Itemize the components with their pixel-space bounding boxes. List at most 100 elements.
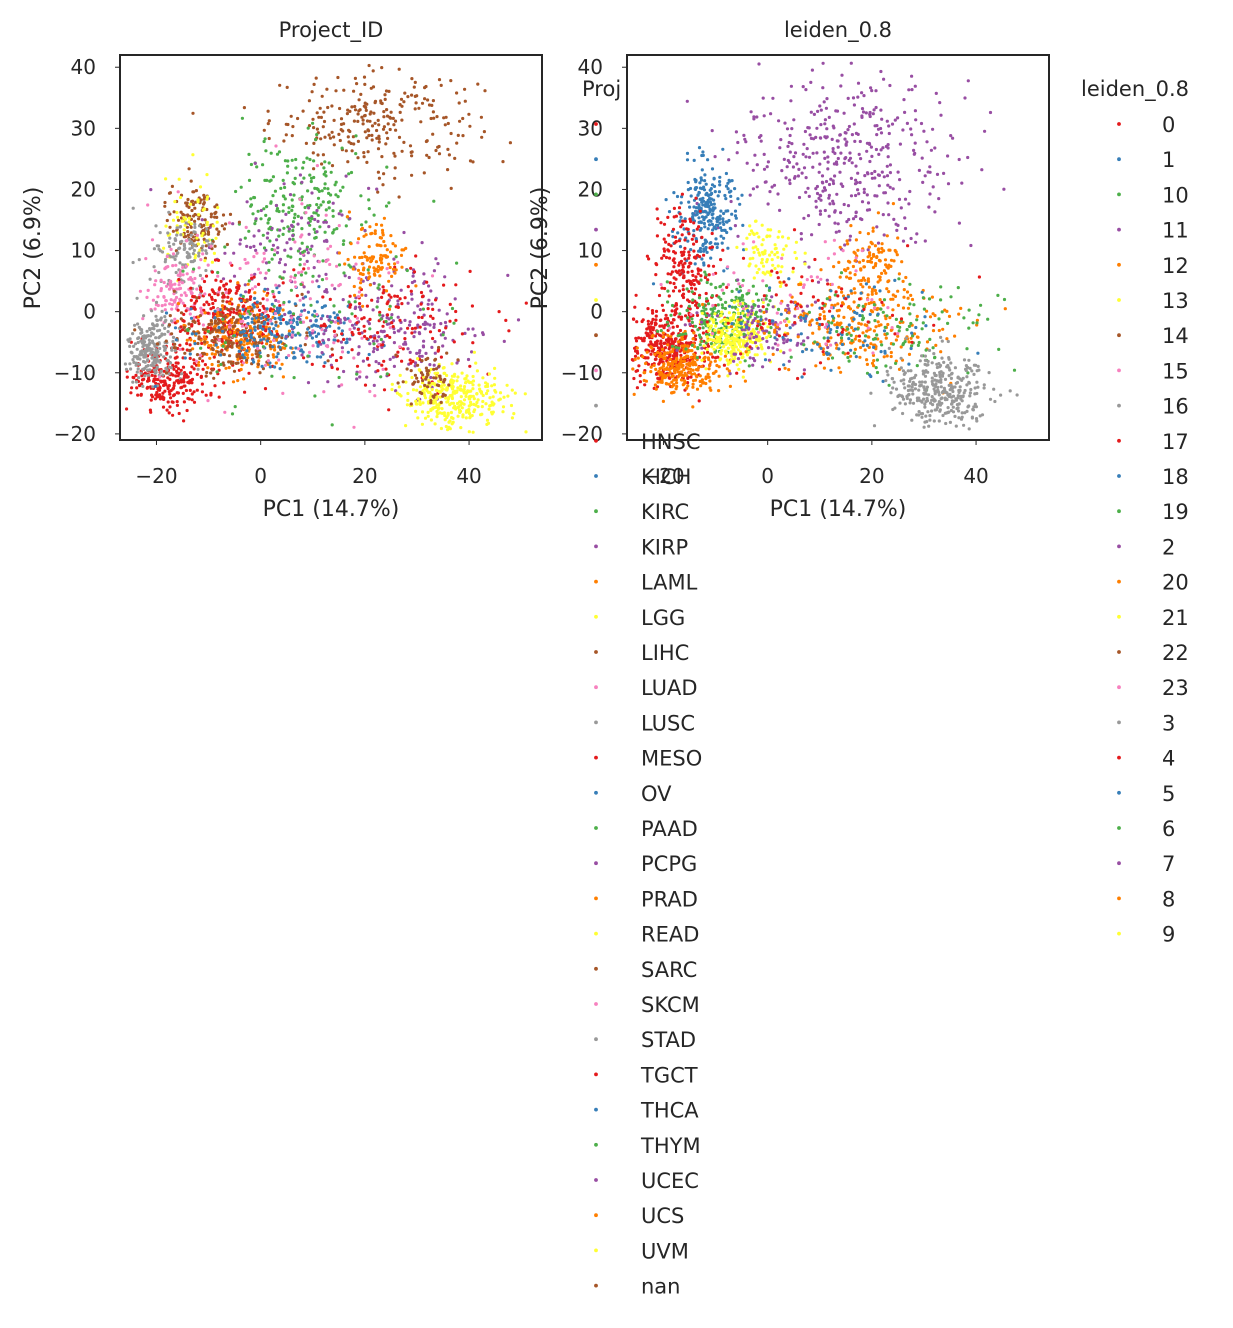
scatter-point xyxy=(399,288,403,292)
scatter-point xyxy=(465,374,469,378)
scatter-point xyxy=(777,230,781,234)
scatter-point xyxy=(655,263,659,267)
scatter-point xyxy=(231,222,235,226)
scatter-point xyxy=(848,260,852,264)
scatter-point xyxy=(351,267,355,271)
scatter-point xyxy=(387,279,391,283)
scatter-point xyxy=(384,142,388,146)
scatter-point xyxy=(291,330,295,334)
scatter-point xyxy=(694,237,698,241)
scatter-point xyxy=(667,294,671,298)
scatter-point xyxy=(177,177,181,181)
scatter-point xyxy=(649,370,653,374)
scatter-point xyxy=(708,379,712,383)
scatter-point xyxy=(281,209,285,213)
scatter-point xyxy=(493,366,497,370)
scatter-point xyxy=(142,314,146,318)
scatter-point xyxy=(363,329,367,333)
scatter-point xyxy=(809,136,814,140)
scatter-point xyxy=(672,206,677,210)
scatter-point xyxy=(399,327,403,331)
scatter-point xyxy=(726,209,730,213)
scatter-point xyxy=(367,363,371,367)
scatter-point xyxy=(666,215,670,219)
scatter-point xyxy=(315,279,319,283)
scatter-point xyxy=(643,383,647,387)
scatter-point xyxy=(241,307,245,312)
scatter-point xyxy=(957,157,961,162)
scatter-point xyxy=(667,249,671,253)
scatter-point xyxy=(192,267,196,271)
scatter-point xyxy=(751,231,755,235)
scatter-point xyxy=(182,235,186,239)
scatter-point xyxy=(216,274,220,278)
scatter-point xyxy=(213,321,217,325)
scatter-point xyxy=(196,319,200,323)
scatter-point xyxy=(755,115,759,119)
scatter-point xyxy=(377,243,381,247)
scatter-point xyxy=(308,297,312,301)
scatter-point xyxy=(252,360,256,364)
scatter-point xyxy=(744,247,748,251)
scatter-point xyxy=(210,322,214,326)
scatter-point xyxy=(358,256,362,260)
scatter-point xyxy=(216,350,220,354)
scatter-point xyxy=(828,202,832,206)
scatter-point xyxy=(238,238,243,242)
scatter-point xyxy=(354,152,358,156)
scatter-point xyxy=(311,344,315,348)
scatter-point xyxy=(444,326,448,330)
scatter-point xyxy=(382,288,386,292)
scatter-point xyxy=(154,314,158,318)
scatter-point xyxy=(769,112,773,116)
scatter-point xyxy=(361,359,365,363)
scatter-point xyxy=(154,381,158,385)
scatter-point xyxy=(339,117,344,121)
scatter-point xyxy=(193,225,197,229)
scatter-point xyxy=(266,359,270,363)
scatter-point xyxy=(268,239,272,243)
scatter-point xyxy=(280,362,284,366)
scatter-point xyxy=(192,400,197,404)
scatter-point xyxy=(453,297,457,301)
scatter-point xyxy=(161,405,166,409)
scatter-point xyxy=(293,280,297,284)
scatter-point xyxy=(176,308,180,312)
scatter-point xyxy=(309,179,313,184)
scatter-point xyxy=(262,246,267,250)
scatter-point xyxy=(189,286,193,290)
scatter-point xyxy=(271,345,275,349)
scatter-point xyxy=(143,340,147,344)
scatter-point xyxy=(244,225,248,229)
scatter-point xyxy=(188,379,192,383)
scatter-point xyxy=(168,191,172,195)
scatter-point xyxy=(660,256,664,260)
scatter-point xyxy=(195,236,199,240)
scatter-point xyxy=(283,248,287,252)
scatter-point xyxy=(375,136,379,140)
scatter-point xyxy=(709,193,713,197)
scatter-point xyxy=(299,273,303,277)
scatter-point xyxy=(141,367,145,371)
scatter-point xyxy=(397,135,402,139)
scatter-point xyxy=(232,251,236,255)
scatter-point xyxy=(312,82,316,86)
scatter-point xyxy=(905,121,910,125)
scatter-point xyxy=(372,342,376,346)
scatter-point xyxy=(286,254,290,258)
scatter-point xyxy=(192,315,196,319)
scatter-point xyxy=(285,171,289,175)
scatter-point xyxy=(264,213,268,217)
scatter-point xyxy=(291,237,295,241)
scatter-point xyxy=(196,242,200,246)
scatter-point xyxy=(692,221,696,225)
scatter-point xyxy=(321,295,325,299)
scatter-point xyxy=(882,249,886,253)
scatter-point xyxy=(148,334,153,338)
scatter-point xyxy=(151,361,155,365)
scatter-point xyxy=(773,243,777,247)
scatter-point xyxy=(265,236,269,240)
scatter-point xyxy=(704,291,708,296)
scatter-point xyxy=(422,272,426,276)
scatter-point xyxy=(322,172,326,176)
